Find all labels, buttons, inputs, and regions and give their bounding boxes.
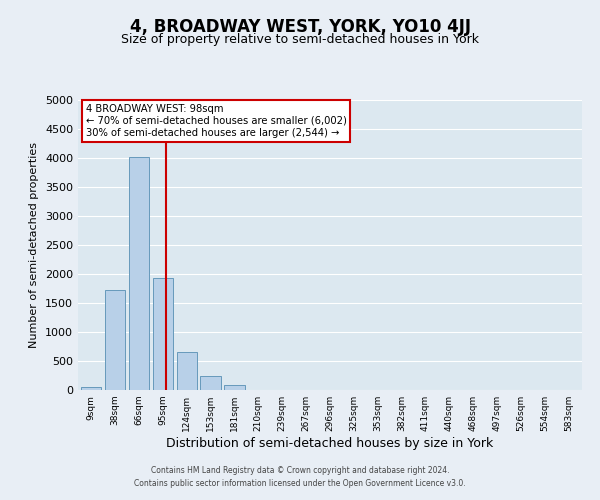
Text: Contains HM Land Registry data © Crown copyright and database right 2024.
Contai: Contains HM Land Registry data © Crown c… [134, 466, 466, 487]
Text: Size of property relative to semi-detached houses in York: Size of property relative to semi-detach… [121, 32, 479, 46]
Text: 4, BROADWAY WEST, YORK, YO10 4JJ: 4, BROADWAY WEST, YORK, YO10 4JJ [130, 18, 470, 36]
Bar [129, 157, 149, 390]
Bar [224, 385, 245, 390]
Bar [105, 290, 125, 390]
Bar [200, 376, 221, 390]
Bar [152, 278, 173, 390]
X-axis label: Distribution of semi-detached houses by size in York: Distribution of semi-detached houses by … [166, 437, 494, 450]
Y-axis label: Number of semi-detached properties: Number of semi-detached properties [29, 142, 40, 348]
Bar [176, 352, 197, 390]
Bar [81, 387, 101, 390]
Text: 4 BROADWAY WEST: 98sqm
← 70% of semi-detached houses are smaller (6,002)
30% of : 4 BROADWAY WEST: 98sqm ← 70% of semi-det… [86, 104, 346, 138]
